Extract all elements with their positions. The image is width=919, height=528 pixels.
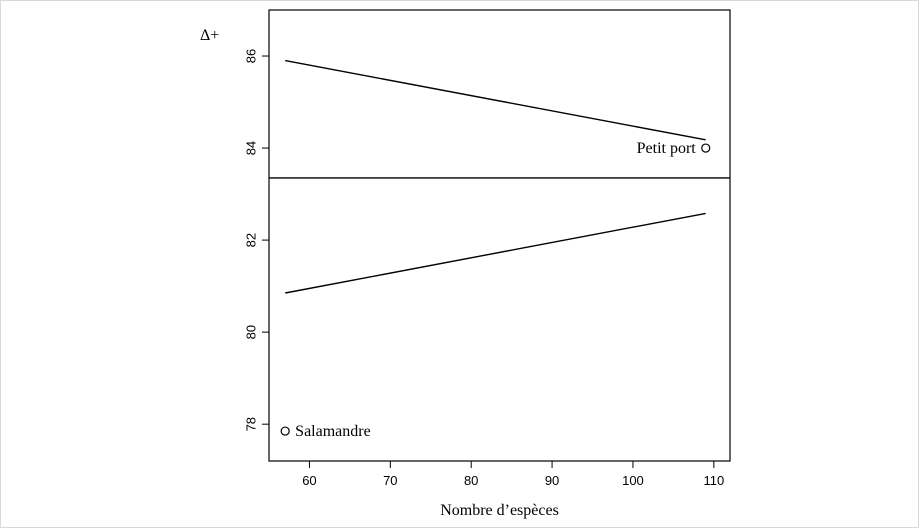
plot-area-border <box>268 9 731 462</box>
data-point-label: Salamandre <box>295 423 371 440</box>
x-tick-label: 60 <box>302 473 316 488</box>
x-axis: 60 70 80 90 100 110 <box>302 461 724 488</box>
y-tick-label: 80 <box>243 325 258 339</box>
x-tick-label: 70 <box>383 473 397 488</box>
funnel-limit-line <box>285 59 706 141</box>
chart-marks: Salamandre Petit port <box>269 59 730 440</box>
y-axis: 78 80 82 84 86 <box>243 49 269 431</box>
y-tick-label: 82 <box>243 233 258 247</box>
x-tick-label: 100 <box>622 473 644 488</box>
x-tick-label: 80 <box>464 473 478 488</box>
y-axis-label: Δ+ <box>200 27 219 44</box>
x-tick-label: 90 <box>545 473 559 488</box>
data-point-label: Petit port <box>637 140 697 157</box>
y-tick-label: 78 <box>243 417 258 431</box>
x-axis-label: Nombre d’espèces <box>440 502 559 519</box>
data-point <box>280 426 290 436</box>
y-tick-label: 86 <box>243 49 258 63</box>
y-tick-label: 84 <box>243 141 258 155</box>
data-point <box>701 143 711 153</box>
funnel-limit-line <box>285 212 706 294</box>
x-tick-label: 110 <box>703 473 724 488</box>
